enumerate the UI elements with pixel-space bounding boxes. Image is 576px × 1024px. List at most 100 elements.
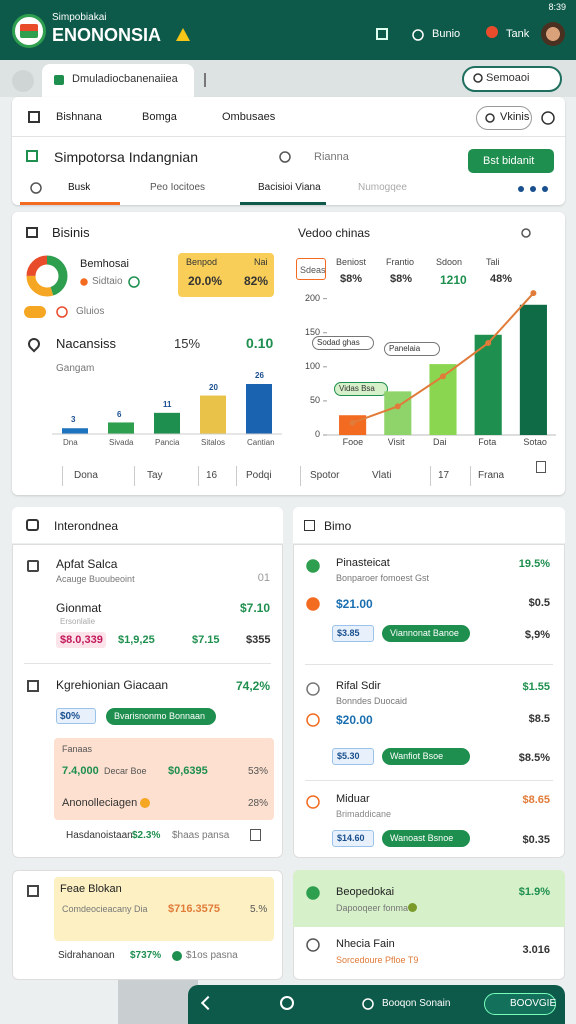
nav-item[interactable]: BOOVGIE xyxy=(510,997,557,1009)
trend-point xyxy=(440,373,446,380)
footer-item: Dona xyxy=(74,469,98,481)
badge xyxy=(486,26,498,38)
x-tick-label: Dna xyxy=(63,438,78,448)
panel xyxy=(54,738,274,820)
header-icon xyxy=(304,520,315,531)
item-sub: Bonparoer fomoest Gst xyxy=(336,573,430,584)
action[interactable]: Bunio xyxy=(432,28,461,41)
green-chip xyxy=(382,625,470,642)
nav-item[interactable]: Ombusaes xyxy=(222,111,276,124)
icon xyxy=(128,276,140,288)
divider xyxy=(24,663,271,664)
trend-point xyxy=(349,419,356,426)
stat-value: 1210 xyxy=(440,272,467,287)
item-sub: Ersonlalie xyxy=(60,617,96,627)
grid-icon[interactable] xyxy=(376,28,388,40)
tab-item[interactable]: Numogqee xyxy=(358,181,407,193)
footer-item: Hasdanoistaan xyxy=(66,829,133,841)
separator xyxy=(236,466,237,486)
item-value: $1.9% xyxy=(518,886,550,899)
tag-box xyxy=(296,258,326,280)
panel-value: $0,6395 xyxy=(168,765,208,778)
green-chip xyxy=(382,748,470,765)
item-title: Miduar xyxy=(336,793,370,806)
chip-pct: $,9% xyxy=(524,629,550,642)
icon xyxy=(306,682,320,696)
primary-button[interactable] xyxy=(468,149,554,173)
app-title: ENONONSIA xyxy=(52,24,162,45)
nav-chip xyxy=(484,993,556,1015)
tab-item[interactable]: Peo Iocitoes xyxy=(150,181,206,193)
x-tick-label: Pancia xyxy=(155,438,180,448)
annotation: Panelaia xyxy=(389,344,421,354)
bar-label: 11 xyxy=(163,399,172,409)
stat-value: $8% xyxy=(390,273,413,286)
highlight xyxy=(178,253,274,297)
separator xyxy=(198,466,199,486)
row-value: $8.0,339 xyxy=(60,634,103,647)
nav-item[interactable]: Booqon Sonain xyxy=(382,997,451,1009)
search-pill[interactable] xyxy=(462,66,562,92)
footer-item: Sidrahanoan xyxy=(58,949,115,961)
nav-search[interactable] xyxy=(476,106,532,130)
y-tick-label: 0 xyxy=(314,429,320,440)
bar xyxy=(474,334,502,435)
icon xyxy=(306,795,320,809)
item-value: 74,2% xyxy=(235,678,270,693)
x-tick-label: Dai xyxy=(433,437,447,448)
blue-chip xyxy=(332,830,374,847)
chip-value: $0% xyxy=(60,710,81,722)
chip-label: Wanoast Bsnoe xyxy=(390,833,454,844)
home-button[interactable] xyxy=(280,996,294,1010)
item-title: Beopedokai xyxy=(336,886,395,899)
panel-value: 28% xyxy=(248,797,269,809)
nav-item[interactable]: Bishnana xyxy=(56,111,102,124)
row-value: $1,9,25 xyxy=(118,634,155,647)
nav-item[interactable]: Bomga xyxy=(142,111,177,124)
action[interactable]: Tank xyxy=(506,28,530,41)
item-title: Gionmat xyxy=(56,600,102,615)
icon xyxy=(279,151,291,163)
item-title: Pinasteicat xyxy=(336,557,390,570)
avatar[interactable] xyxy=(541,22,565,46)
section-title: Bimo xyxy=(324,518,352,533)
chip-value: $5.30 xyxy=(337,751,360,762)
annotation: Sodad ghas xyxy=(317,338,360,348)
x-tick-label: Fooe xyxy=(342,437,364,448)
item-sub: Bonndes Duocaid xyxy=(336,696,408,707)
green-chip xyxy=(106,708,216,725)
item-value: 3.016 xyxy=(522,944,550,957)
menu-button[interactable] xyxy=(12,70,34,92)
item-sub: Dapooqeer fonma xyxy=(336,903,409,914)
item-icon xyxy=(27,680,39,692)
item-value: 19.5% xyxy=(518,558,550,571)
bar xyxy=(384,391,412,435)
item-value: $8.65 xyxy=(522,794,550,807)
item-title: Nhecia Fain xyxy=(336,938,395,951)
item-title: Apfat Salca xyxy=(56,556,118,571)
highlight xyxy=(293,870,565,927)
footer-item: 16 xyxy=(206,469,218,481)
icon xyxy=(412,29,424,41)
tab-item[interactable]: Bacisioi Viana xyxy=(258,181,321,193)
amount-value: $0.5 xyxy=(528,597,550,610)
annotation-chip xyxy=(334,382,388,396)
amount-value: $8.5 xyxy=(528,713,550,726)
item-value: $7.10 xyxy=(239,600,270,615)
tab-active xyxy=(240,202,326,205)
trend-point xyxy=(394,403,401,410)
tab[interactable] xyxy=(42,64,194,97)
panel-title: Fanaas xyxy=(62,744,93,755)
footer-item: $1os pasna xyxy=(186,949,238,961)
separator xyxy=(470,466,471,486)
icon xyxy=(521,228,531,238)
item-title: Kgrehionian Giacaan xyxy=(56,677,169,692)
metric-value: 0.10 xyxy=(246,335,274,352)
tab-item[interactable]: Busk xyxy=(68,181,91,193)
blue-chip xyxy=(332,625,374,642)
metric-value: 15% xyxy=(174,335,201,351)
button-label[interactable]: Bst bidanit xyxy=(483,155,535,168)
row-value: $7.15 xyxy=(192,634,220,647)
